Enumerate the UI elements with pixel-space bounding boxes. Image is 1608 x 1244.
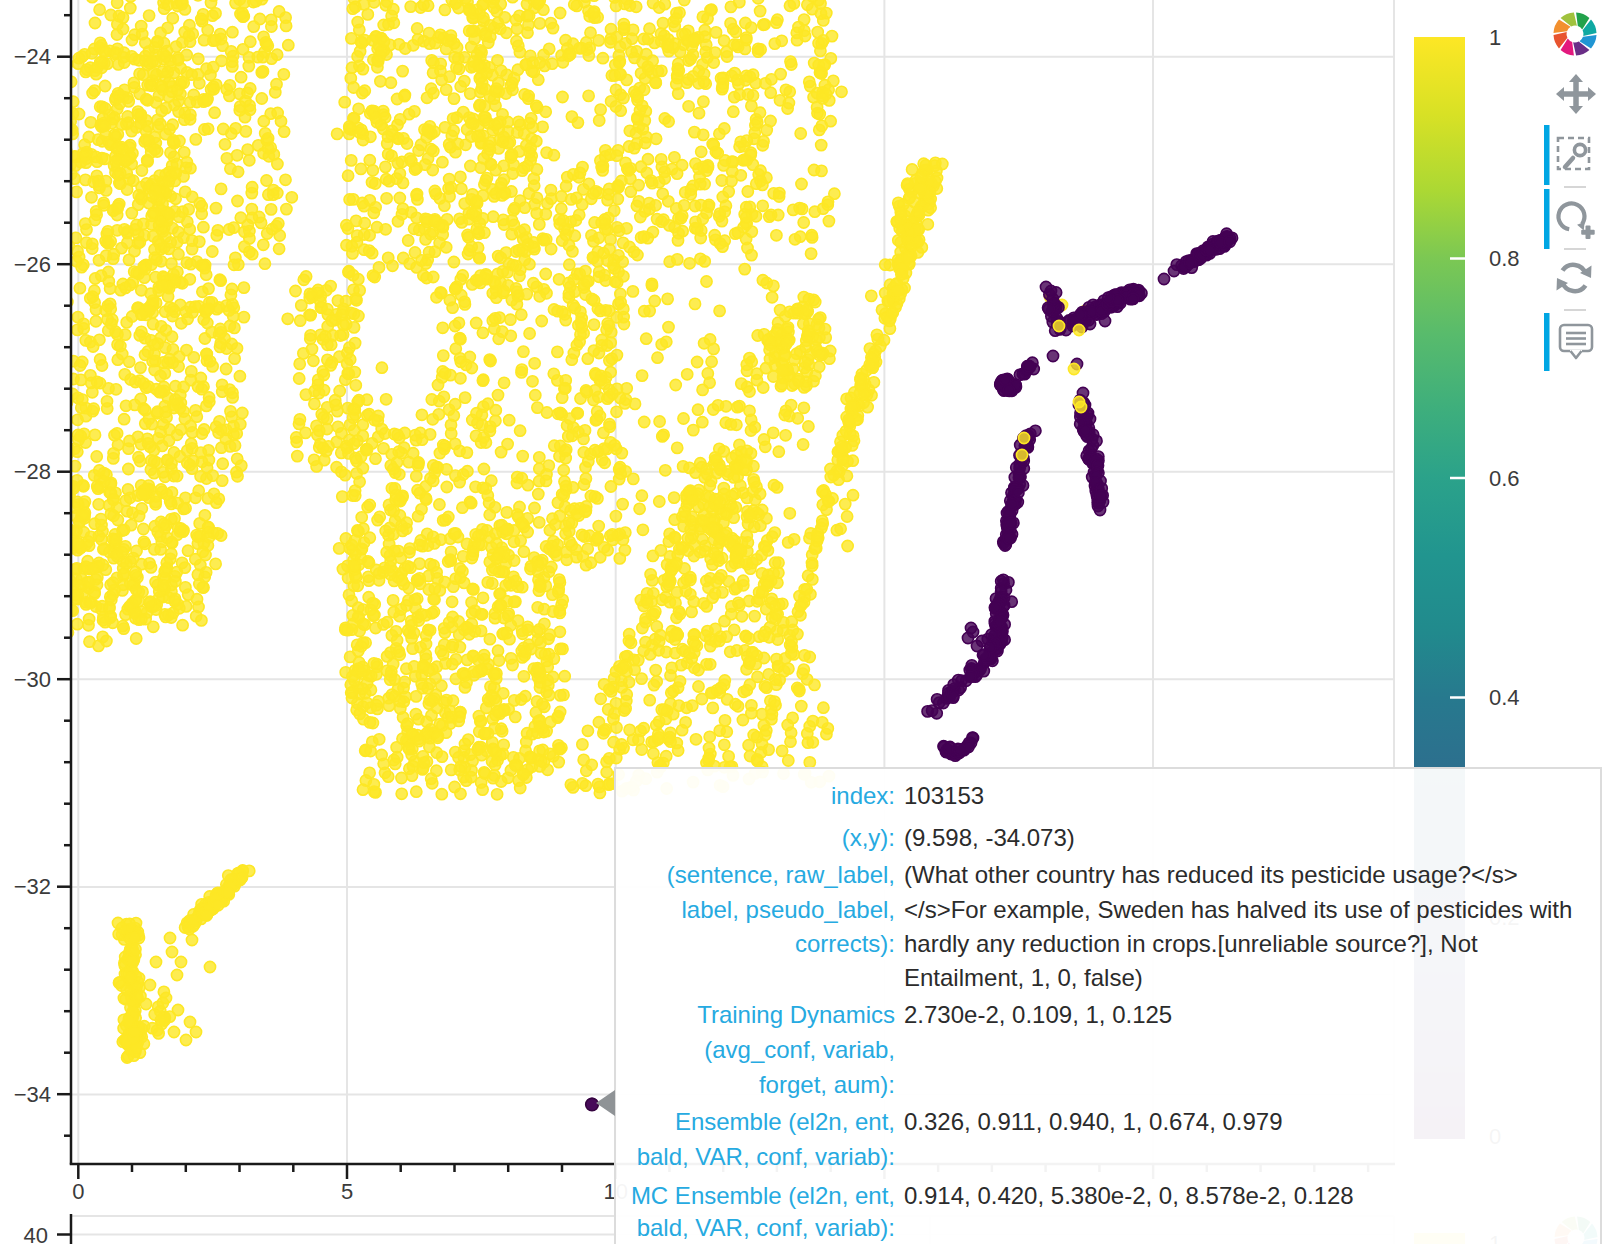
svg-text:0: 0 <box>72 1179 84 1204</box>
svg-text:0.8: 0.8 <box>1489 246 1520 271</box>
svg-text:−28: −28 <box>14 459 51 484</box>
svg-text:−24: −24 <box>14 44 51 69</box>
svg-text:5: 5 <box>341 1179 353 1204</box>
svg-text:−32: −32 <box>14 874 51 899</box>
svg-text:−30: −30 <box>14 667 51 692</box>
svg-text:−26: −26 <box>14 252 51 277</box>
svg-text:0.6: 0.6 <box>1489 466 1520 491</box>
svg-text:−34: −34 <box>14 1082 51 1107</box>
svg-text:1: 1 <box>1489 25 1501 50</box>
svg-text:0.4: 0.4 <box>1489 685 1520 710</box>
svg-text:40: 40 <box>24 1223 48 1244</box>
